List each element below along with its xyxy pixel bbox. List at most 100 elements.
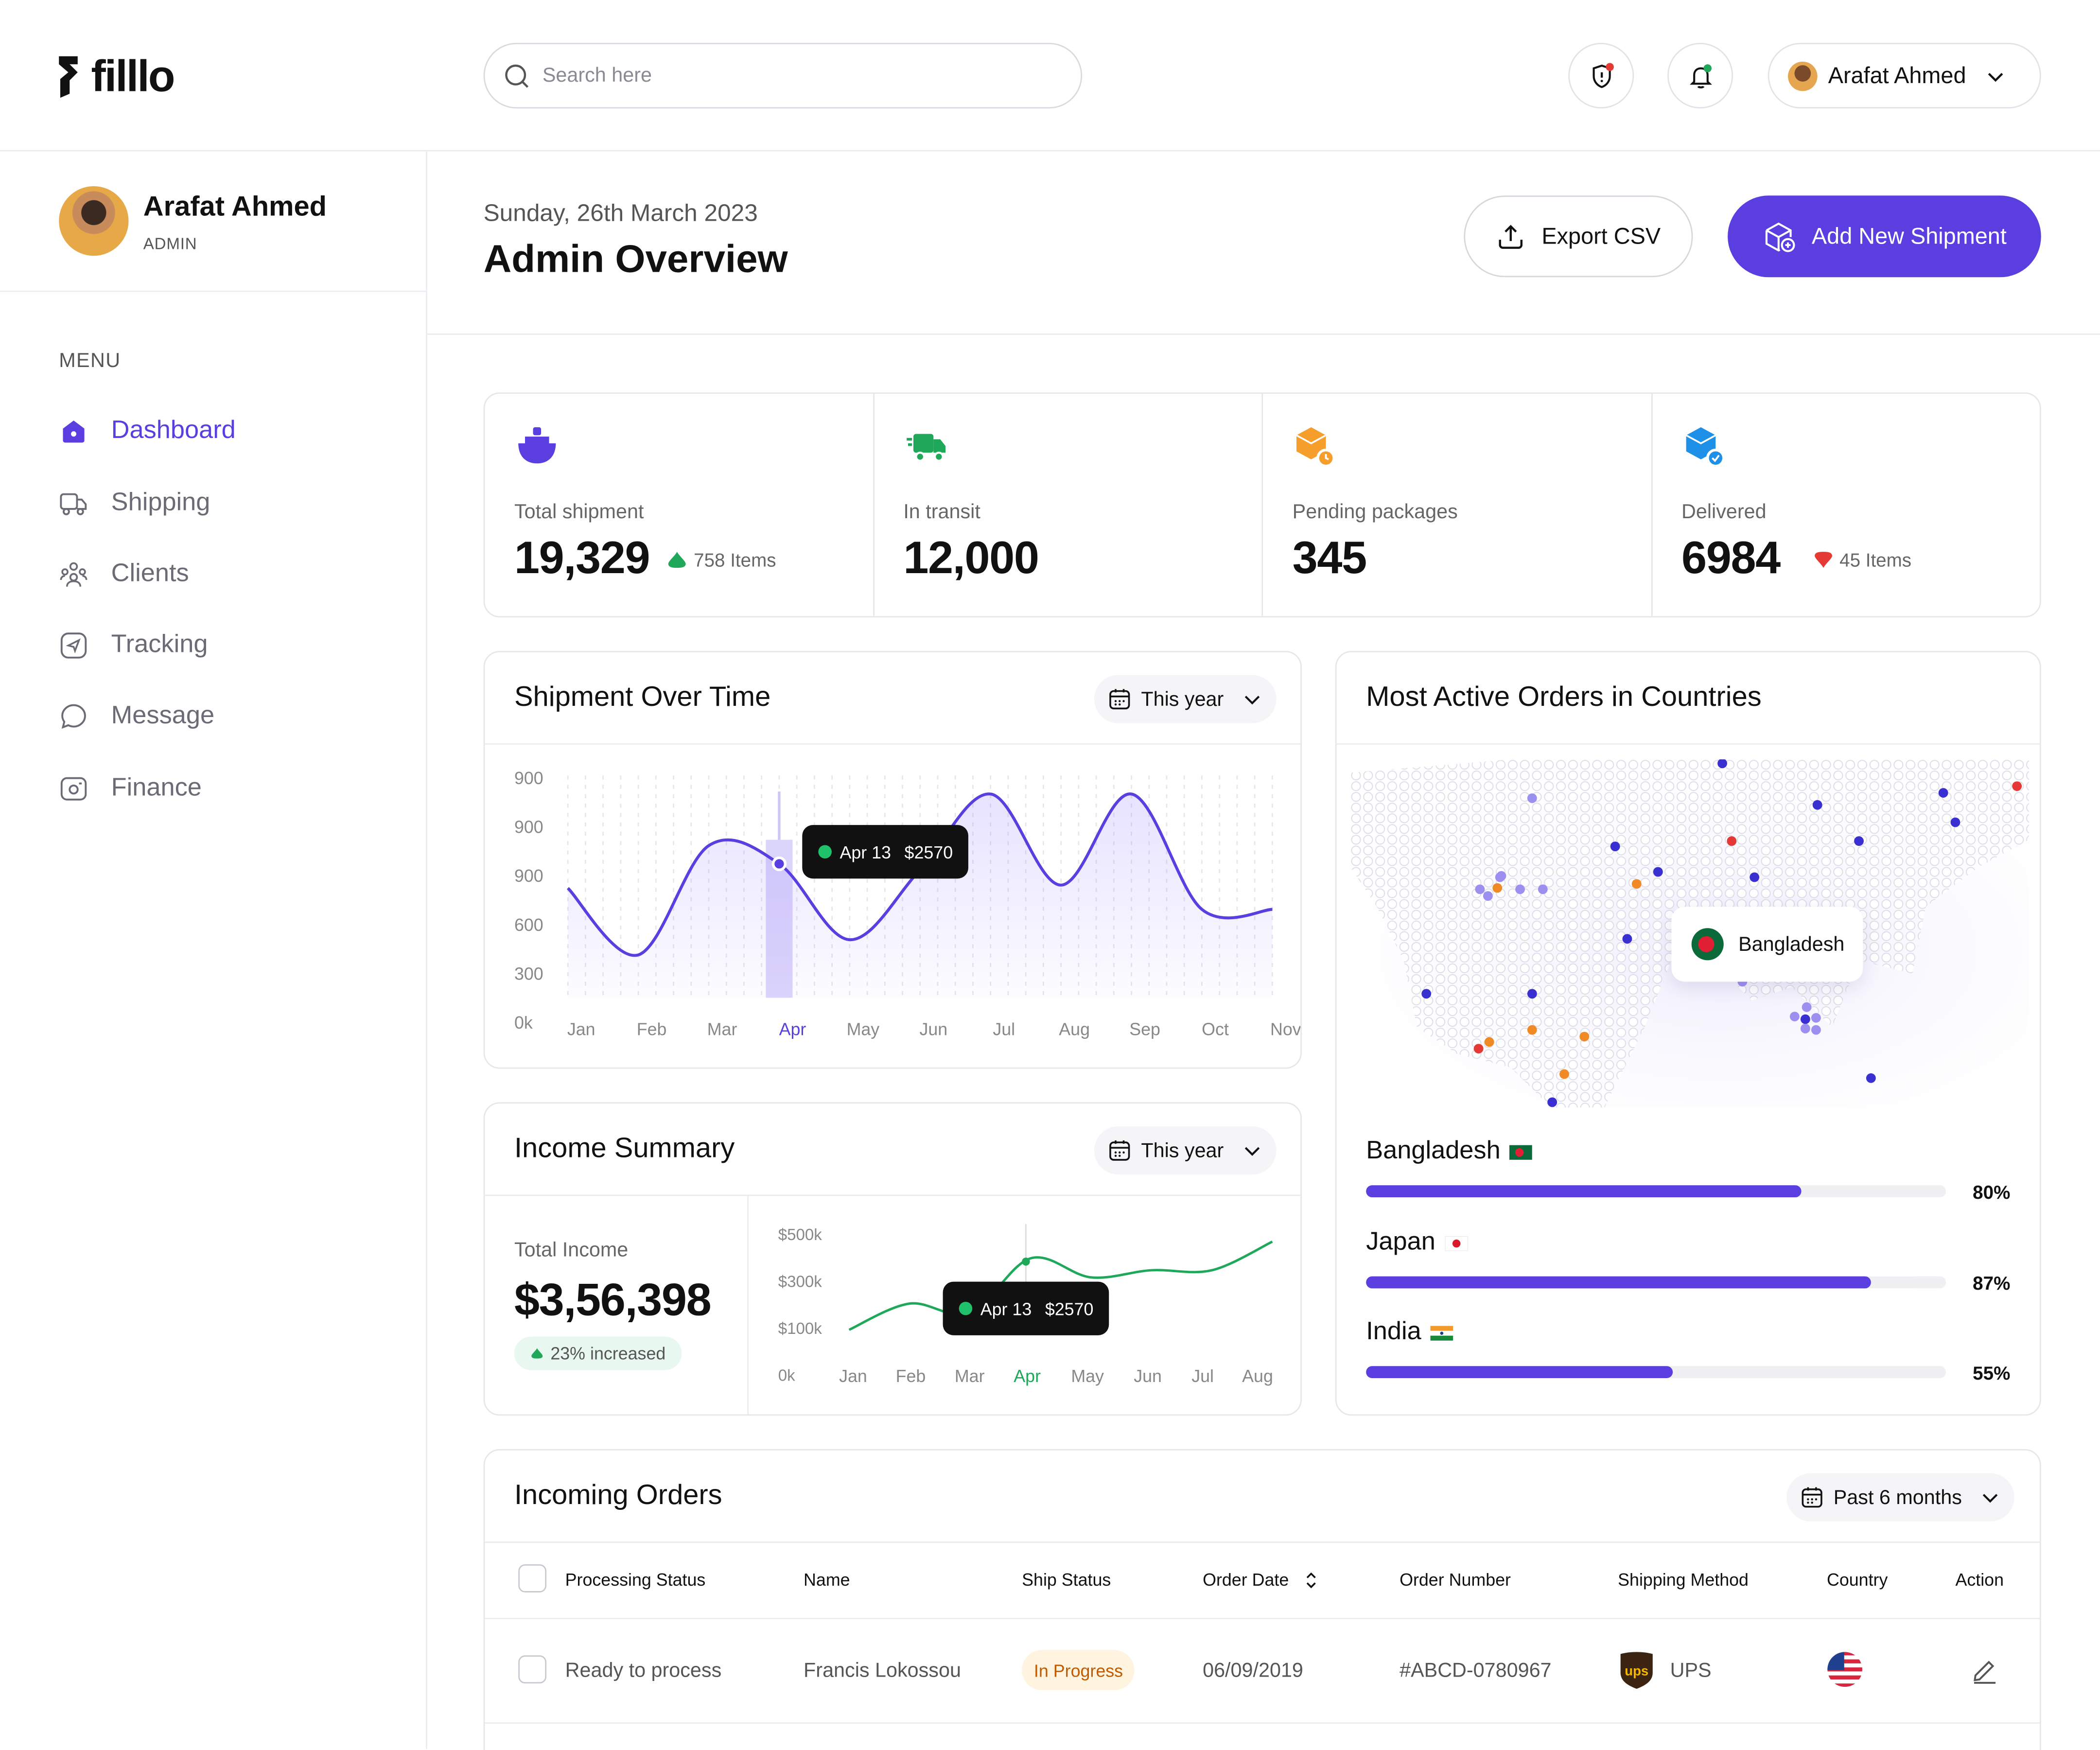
- column-action[interactable]: Action: [1955, 1569, 2004, 1590]
- map-marker[interactable]: [1938, 788, 1948, 798]
- map-marker[interactable]: [1579, 1032, 1590, 1042]
- stat-pending-packages: Pending packages 345: [1263, 393, 1652, 616]
- column-country[interactable]: Country: [1826, 1569, 1888, 1590]
- map-marker[interactable]: [1547, 1097, 1558, 1107]
- x-tick-label: Jan: [839, 1366, 867, 1386]
- map-marker[interactable]: [1800, 1014, 1810, 1024]
- card-title: Most Active Orders in Countries: [1366, 682, 1762, 713]
- search-input[interactable]: [542, 64, 1051, 88]
- x-tick-label: Jul: [1191, 1366, 1214, 1386]
- map-marker[interactable]: [1475, 884, 1485, 894]
- avatar: [1788, 61, 1818, 90]
- map-marker[interactable]: [1495, 872, 1505, 882]
- trend-down-icon: [1814, 552, 1832, 568]
- search-box[interactable]: [483, 43, 1083, 109]
- percent-japan: 87%: [1973, 1272, 2011, 1294]
- map-marker[interactable]: [1717, 759, 1727, 769]
- y-tick-label: 900: [514, 866, 543, 886]
- alert-button[interactable]: [1568, 43, 1634, 109]
- data-point-highlight[interactable]: [771, 856, 787, 872]
- brand-logo[interactable]: filllo: [56, 51, 175, 102]
- orders-filter-dropdown[interactable]: Past 6 months: [1786, 1473, 2014, 1522]
- sidebar-item-dashboard[interactable]: Dashboard: [59, 417, 236, 446]
- card-title: Incoming Orders: [514, 1480, 722, 1511]
- user-menu[interactable]: Arafat Ahmed: [1768, 43, 2041, 109]
- y-tick-label: $100k: [778, 1320, 822, 1338]
- map-marker[interactable]: [1527, 793, 1537, 803]
- sidebar-item-finance[interactable]: Finance: [59, 774, 202, 804]
- profile-avatar: [59, 186, 129, 256]
- map-marker[interactable]: [1515, 884, 1525, 894]
- map-marker[interactable]: [1800, 1023, 1810, 1033]
- map-marker[interactable]: [1483, 891, 1493, 901]
- package-add-icon: [1765, 222, 1795, 252]
- map-marker[interactable]: [1527, 989, 1537, 999]
- row-checkbox[interactable]: [518, 1655, 547, 1684]
- stat-total-shipment: Total shipment 19,329 758 Items: [485, 393, 874, 616]
- map-marker[interactable]: [1950, 817, 1960, 827]
- map-marker[interactable]: [1653, 867, 1663, 877]
- stat-value: 12,000: [903, 533, 1039, 584]
- map-marker[interactable]: [1527, 1025, 1537, 1035]
- map-marker[interactable]: [1789, 1012, 1800, 1022]
- sort-icon[interactable]: [1305, 1570, 1318, 1589]
- map-marker[interactable]: [1811, 1013, 1821, 1023]
- map-marker[interactable]: [1559, 1069, 1569, 1079]
- export-csv-button[interactable]: Export CSV: [1464, 195, 1693, 278]
- india-flag-icon: [1431, 1325, 1453, 1340]
- column-name[interactable]: Name: [804, 1569, 850, 1590]
- y-tick-label: 300: [514, 964, 543, 983]
- column-order-number[interactable]: Order Number: [1400, 1569, 1511, 1590]
- select-all-checkbox[interactable]: [518, 1564, 547, 1592]
- map-marker[interactable]: [1854, 836, 1864, 846]
- column-processing-status[interactable]: Processing Status: [565, 1569, 706, 1590]
- stat-extra-label: 758 Items: [694, 549, 776, 571]
- sidebar-item-tracking[interactable]: Tracking: [59, 631, 208, 661]
- add-new-shipment-button[interactable]: Add New Shipment: [1728, 195, 2041, 278]
- stats-panel: Total shipment 19,329 758 Items In trans…: [483, 392, 2041, 618]
- column-shipping-method[interactable]: Shipping Method: [1618, 1569, 1749, 1590]
- map-marker[interactable]: [1811, 1025, 1821, 1035]
- stat-value: 6984: [1681, 533, 1781, 584]
- map-marker[interactable]: [1622, 934, 1632, 944]
- column-ship-status[interactable]: Ship Status: [1022, 1569, 1111, 1590]
- map-marker[interactable]: [1538, 884, 1548, 894]
- sidebar-item-message[interactable]: Message: [59, 702, 214, 732]
- x-tick-label: Apr: [1014, 1366, 1041, 1386]
- map-marker[interactable]: [1473, 1044, 1484, 1054]
- map-marker[interactable]: [1421, 989, 1432, 999]
- package-pending-icon: [1296, 427, 1335, 468]
- map-marker[interactable]: [1484, 1037, 1494, 1047]
- map-marker[interactable]: [1727, 836, 1737, 846]
- map-marker[interactable]: [1750, 872, 1760, 882]
- menu-label: MENU: [59, 350, 121, 372]
- map-marker[interactable]: [1802, 1002, 1812, 1012]
- column-order-date[interactable]: Order Date: [1203, 1570, 1318, 1590]
- progress-fill: [1366, 1366, 1674, 1378]
- map-marker[interactable]: [2012, 781, 2022, 791]
- income-filter-dropdown[interactable]: This year: [1094, 1126, 1276, 1175]
- map-marker[interactable]: [1610, 841, 1620, 852]
- map-marker[interactable]: [1866, 1073, 1876, 1083]
- edit-icon[interactable]: [1970, 1655, 2000, 1685]
- stat-in-transit: In transit 12,000: [874, 393, 1263, 616]
- stat-label: In transit: [903, 501, 980, 524]
- export-csv-label: Export CSV: [1541, 223, 1661, 249]
- notification-button[interactable]: [1667, 43, 1733, 109]
- map-marker[interactable]: [1631, 879, 1642, 889]
- map-marker[interactable]: [1492, 883, 1503, 893]
- y-tick-label: 600: [514, 915, 543, 935]
- header-user-name: Arafat Ahmed: [1828, 62, 1966, 88]
- map-marker[interactable]: [1812, 800, 1822, 810]
- income-chart-tooltip: Apr 13 $2570: [943, 1281, 1110, 1335]
- data-point-highlight[interactable]: [1022, 1258, 1030, 1266]
- chevron-down-icon: [1988, 72, 2003, 82]
- shipment-chart-tooltip: Apr 13 $2570: [802, 825, 969, 879]
- divider: [747, 1194, 749, 1415]
- sidebar-item-clients[interactable]: Clients: [59, 560, 189, 590]
- bell-icon: [1689, 63, 1712, 88]
- shipment-filter-dropdown[interactable]: This year: [1094, 675, 1276, 723]
- bangladesh-flag-icon: [1691, 928, 1724, 961]
- sidebar-item-shipping[interactable]: Shipping: [59, 489, 210, 519]
- chevron-down-icon: [1982, 1494, 1998, 1503]
